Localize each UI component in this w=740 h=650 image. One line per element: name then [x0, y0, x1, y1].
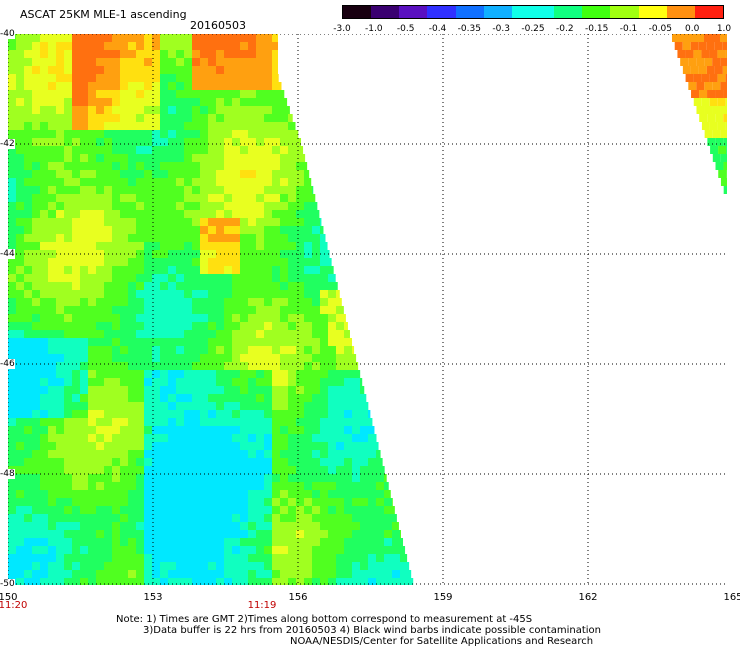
colorbar-segment [343, 6, 358, 18]
footnote-line-2: 3)Data buffer is 22 hrs from 20160503 4)… [143, 625, 601, 636]
colorbar-segment [694, 6, 710, 18]
colorbar-segment [469, 6, 484, 18]
colorbar-segment [399, 6, 414, 18]
colorbar-segment [357, 6, 372, 18]
time-label-mid: 11:19 [247, 600, 277, 611]
colorbar-segment [483, 6, 498, 18]
lat-tick-label: -50 [0, 579, 15, 589]
colorbar-segment [427, 6, 442, 18]
map-plot[interactable] [8, 34, 727, 585]
lat-tick-label: -44 [0, 249, 15, 259]
colorbar-segment [511, 6, 527, 18]
colorbar-segment [680, 6, 695, 18]
colorbar-labels: -3.0 -1.0 -0.5 -0.4 -0.35 -0.3 -0.25 -0.2 -0.15-… [330, 24, 735, 36]
lon-tick-label: 159 [433, 592, 453, 603]
colorbar-tick-label: -0.4 [428, 24, 447, 34]
colorbar-tick-label: -0.35 [457, 24, 481, 34]
footnote-line-3: NOAA/NESDIS/Center for Satellite Applica… [290, 636, 594, 647]
colorbar-segment [455, 6, 470, 18]
colorbar-tick-label: -0.15 [585, 24, 609, 34]
lon-tick-label: 162 [578, 592, 598, 603]
colorbar-segment [652, 6, 667, 18]
lat-tick-label: -48 [0, 469, 15, 479]
lon-tick-label: 150 [0, 592, 18, 603]
time-label-start: 11:20 [0, 600, 28, 611]
colorbar-tick-label: -0.2 [556, 24, 574, 34]
colorbar-segment [666, 6, 681, 18]
colorbar-tick-label: -0.05 [648, 24, 672, 34]
map-date: 20160503 [190, 19, 246, 32]
colorbar-segment [441, 6, 456, 18]
colorbar-segment [371, 6, 386, 18]
colorbar-segment [554, 6, 569, 18]
lat-tick-label: -42 [0, 139, 15, 149]
colorbar-segment [413, 6, 428, 18]
lon-tick-label: 165 [723, 592, 740, 603]
colorbar-segment [596, 6, 611, 18]
colorbar-tick-label: 1.0 [716, 24, 732, 34]
colorbar-segment [568, 6, 583, 18]
colorbar-segment [526, 6, 541, 18]
colorbar-tick-label: -0.3 [492, 24, 510, 34]
colorbar-segment [497, 6, 512, 18]
colorbar-segment [385, 6, 400, 18]
colorbar-tick-label: -0.1 [619, 24, 638, 34]
footnote-line-1: Note: 1) Times are GMT 2)Times along bot… [116, 614, 533, 625]
colorbar-tick-label: -0.25 [521, 24, 545, 34]
colorbar-tick-label: 0.0 [684, 24, 700, 34]
lat-tick-label: -46 [0, 359, 15, 369]
colorbar-segment [582, 6, 597, 18]
colorbar-segment [709, 6, 724, 18]
colorbar [342, 5, 724, 19]
colorbar-segment [610, 6, 625, 18]
map-title: ASCAT 25KM MLE-1 ascending [20, 8, 187, 21]
lat-tick-label: -40 [0, 29, 15, 39]
colorbar-segment [540, 6, 555, 18]
colorbar-tick-label: -0.5 [396, 24, 415, 34]
colorbar-tick-label: -1.0 [365, 24, 383, 34]
lon-tick-label: 153 [143, 592, 163, 603]
lon-tick-label: 156 [288, 592, 308, 603]
colorbar-segment [638, 6, 653, 18]
colorbar-tick-label: -3.0 [333, 24, 351, 34]
swath-canvas [8, 34, 727, 585]
colorbar-segment [624, 6, 639, 18]
